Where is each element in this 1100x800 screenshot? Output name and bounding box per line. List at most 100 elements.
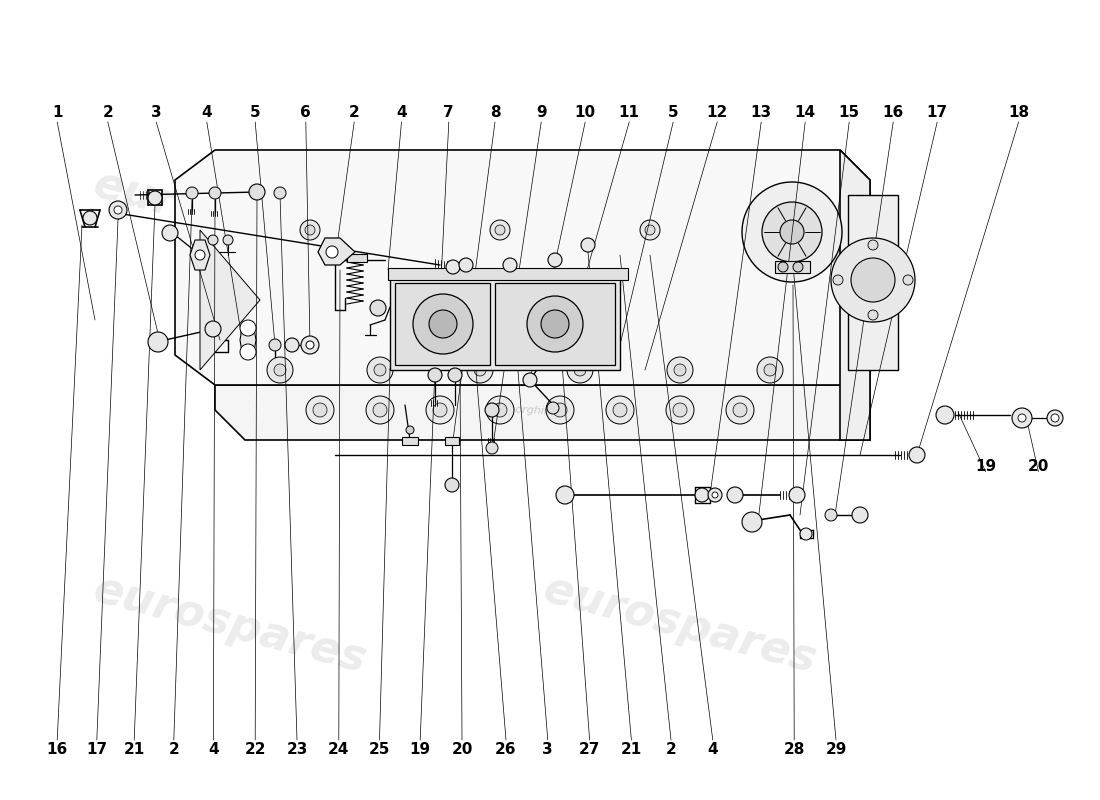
Circle shape [547, 402, 559, 414]
Circle shape [370, 300, 386, 316]
Text: 5: 5 [250, 105, 261, 120]
Circle shape [114, 206, 122, 214]
Circle shape [205, 321, 221, 337]
Circle shape [868, 310, 878, 320]
Circle shape [208, 235, 218, 245]
Circle shape [426, 396, 454, 424]
Text: 1: 1 [52, 105, 63, 120]
Circle shape [314, 403, 327, 417]
Circle shape [727, 487, 742, 503]
Text: 2: 2 [102, 105, 113, 120]
Circle shape [486, 442, 498, 454]
Circle shape [223, 235, 233, 245]
Polygon shape [240, 322, 256, 358]
Circle shape [306, 396, 334, 424]
Circle shape [195, 250, 205, 260]
Text: 2: 2 [349, 105, 360, 120]
Circle shape [742, 512, 762, 532]
Text: Lamborghini: Lamborghini [485, 403, 556, 417]
Circle shape [764, 364, 776, 376]
Circle shape [240, 320, 256, 336]
Bar [388, 268, 628, 280]
Circle shape [374, 364, 386, 376]
Text: 3: 3 [542, 742, 553, 757]
Text: 9: 9 [536, 105, 547, 120]
Text: 10: 10 [574, 105, 596, 120]
Polygon shape [214, 385, 870, 440]
Bar [402, 437, 418, 445]
Circle shape [830, 238, 915, 322]
Bar [346, 254, 367, 262]
Circle shape [274, 364, 286, 376]
Text: 4: 4 [208, 742, 219, 757]
Circle shape [666, 396, 694, 424]
Polygon shape [200, 230, 260, 370]
Circle shape [429, 310, 456, 338]
Circle shape [712, 492, 718, 498]
Text: 2: 2 [168, 742, 179, 757]
Text: 21: 21 [620, 742, 642, 757]
Circle shape [148, 191, 162, 205]
Circle shape [240, 344, 256, 360]
Circle shape [833, 275, 843, 285]
Circle shape [274, 187, 286, 199]
Text: 19: 19 [975, 458, 997, 474]
Circle shape [640, 220, 660, 240]
Circle shape [778, 262, 788, 272]
Bar [495, 283, 615, 365]
Polygon shape [175, 150, 870, 410]
Text: 17: 17 [926, 105, 948, 120]
Circle shape [566, 357, 593, 383]
Circle shape [1018, 414, 1026, 422]
Circle shape [800, 528, 812, 540]
Circle shape [606, 396, 634, 424]
Text: 5: 5 [668, 105, 679, 120]
Text: eurospares: eurospares [539, 568, 822, 682]
Circle shape [503, 258, 517, 272]
Circle shape [726, 396, 754, 424]
Circle shape [522, 373, 537, 387]
Circle shape [446, 478, 459, 492]
Bar [395, 283, 490, 365]
Text: 7: 7 [443, 105, 454, 120]
Circle shape [645, 225, 654, 235]
Text: 24: 24 [328, 742, 350, 757]
Circle shape [448, 368, 462, 382]
Circle shape [428, 368, 442, 382]
Circle shape [300, 220, 320, 240]
Text: 16: 16 [882, 105, 904, 120]
Circle shape [301, 336, 319, 354]
Bar [390, 275, 620, 370]
Text: 4: 4 [396, 105, 407, 120]
Circle shape [708, 488, 722, 502]
Circle shape [485, 403, 499, 417]
Circle shape [825, 509, 837, 521]
Circle shape [267, 357, 293, 383]
Circle shape [306, 341, 313, 349]
Circle shape [762, 202, 822, 262]
Circle shape [326, 246, 338, 258]
Circle shape [366, 396, 394, 424]
Text: 26: 26 [495, 742, 517, 757]
Text: 2: 2 [666, 742, 676, 757]
Text: 18: 18 [1008, 105, 1030, 120]
Text: 16: 16 [46, 742, 68, 757]
Circle shape [446, 260, 460, 274]
Circle shape [474, 364, 486, 376]
Circle shape [486, 396, 514, 424]
Circle shape [673, 403, 688, 417]
Circle shape [674, 364, 686, 376]
Circle shape [793, 262, 803, 272]
Circle shape [209, 187, 221, 199]
Text: 19: 19 [409, 742, 431, 757]
Circle shape [367, 357, 393, 383]
Text: 14: 14 [794, 105, 816, 120]
Text: 20: 20 [451, 742, 473, 757]
Circle shape [574, 364, 586, 376]
Circle shape [373, 403, 387, 417]
Circle shape [742, 182, 842, 282]
Circle shape [527, 296, 583, 352]
Circle shape [412, 294, 473, 354]
Circle shape [493, 403, 507, 417]
Circle shape [1047, 410, 1063, 426]
